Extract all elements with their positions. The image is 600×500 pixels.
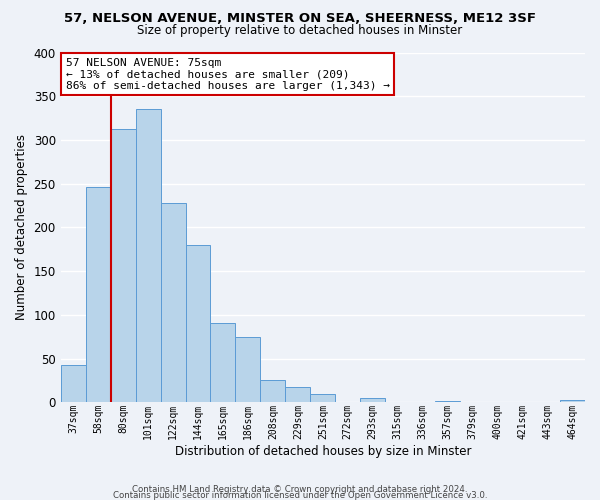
Text: Contains HM Land Registry data © Crown copyright and database right 2024.: Contains HM Land Registry data © Crown c… xyxy=(132,484,468,494)
Bar xyxy=(435,400,460,402)
Bar xyxy=(260,380,286,402)
X-axis label: Distribution of detached houses by size in Minster: Distribution of detached houses by size … xyxy=(175,444,471,458)
Y-axis label: Number of detached properties: Number of detached properties xyxy=(15,134,28,320)
Bar xyxy=(360,398,385,402)
Text: Size of property relative to detached houses in Minster: Size of property relative to detached ho… xyxy=(137,24,463,37)
Text: 57, NELSON AVENUE, MINSTER ON SEA, SHEERNESS, ME12 3SF: 57, NELSON AVENUE, MINSTER ON SEA, SHEER… xyxy=(64,12,536,26)
Bar xyxy=(235,336,260,402)
Bar xyxy=(86,187,110,402)
Bar xyxy=(560,400,585,402)
Bar xyxy=(136,110,161,403)
Bar xyxy=(61,364,86,403)
Bar xyxy=(185,245,211,402)
Text: 57 NELSON AVENUE: 75sqm
← 13% of detached houses are smaller (209)
86% of semi-d: 57 NELSON AVENUE: 75sqm ← 13% of detache… xyxy=(66,58,390,91)
Bar xyxy=(310,394,335,402)
Bar xyxy=(110,130,136,402)
Bar xyxy=(286,386,310,402)
Text: Contains public sector information licensed under the Open Government Licence v3: Contains public sector information licen… xyxy=(113,490,487,500)
Bar xyxy=(211,322,235,402)
Bar xyxy=(161,203,185,402)
